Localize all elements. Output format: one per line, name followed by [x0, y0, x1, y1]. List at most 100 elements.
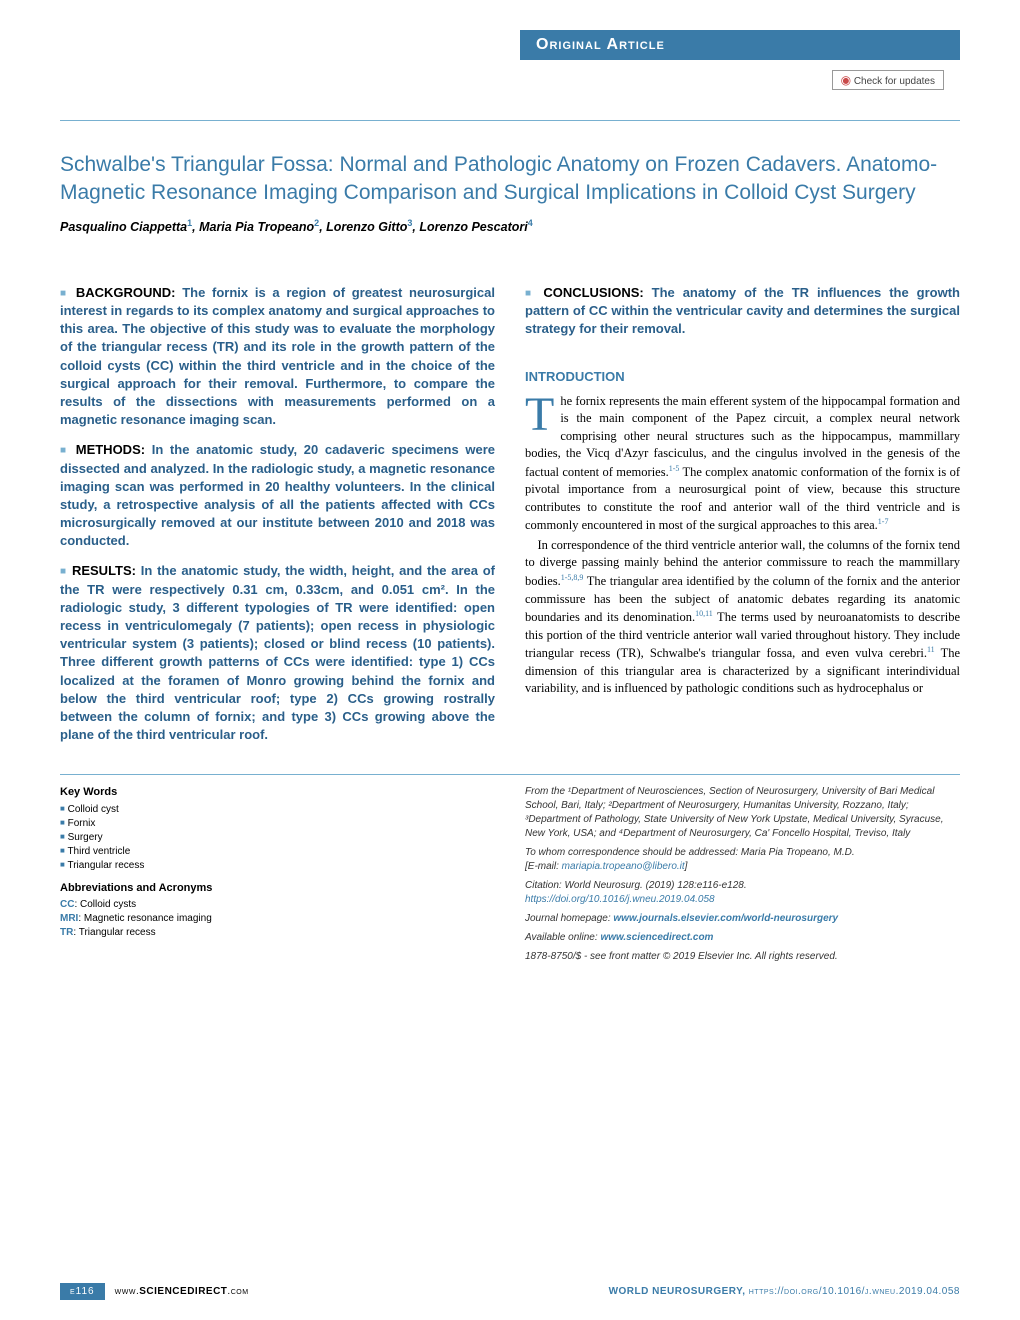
authors-line: Pasqualino Ciappetta1, Maria Pia Tropean… — [60, 218, 960, 234]
conclusions-head: CONCLUSIONS: — [543, 285, 643, 300]
article-title: Schwalbe's Triangular Fossa: Normal and … — [60, 151, 960, 208]
corr-text: To whom correspondence should be address… — [525, 847, 855, 858]
article-type-band: Original Article — [520, 30, 960, 60]
bullet-icon: ■ — [525, 288, 535, 299]
journal-footer: WORLD NEUROSURGERY, https://doi.org/10.1… — [609, 1286, 960, 1297]
keyword-item: ■ Third ventricle — [60, 845, 495, 859]
keywords-head: Key Words — [60, 785, 495, 800]
sd-prefix: www. — [115, 1286, 140, 1297]
abstract-left-col: ■ BACKGROUND: The fornix is a region of … — [60, 284, 495, 757]
abstract-right-col: ■ CONCLUSIONS: The anatomy of the TR inf… — [525, 284, 960, 757]
methods-text: In the anatomic study, 20 cadaveric spec… — [60, 442, 495, 548]
kw-1: Colloid cyst — [68, 804, 119, 815]
abbr-3: TR — [60, 927, 73, 938]
homepage-label: Journal homepage: — [525, 913, 613, 924]
abstract-conclusions: ■ CONCLUSIONS: The anatomy of the TR inf… — [525, 284, 960, 339]
affiliations: From the ¹Department of Neurosciences, S… — [525, 785, 960, 841]
results-text: In the anatomic study, the width, height… — [60, 563, 495, 742]
bullet-icon: ■ — [60, 846, 65, 855]
doi-link[interactable]: https://doi.org/10.1016/j.wneu.2019.04.0… — [525, 894, 715, 905]
author-2: Maria Pia Tropeano — [199, 220, 314, 234]
bullet-icon: ■ — [60, 832, 65, 841]
bullet-icon: ■ — [60, 566, 67, 577]
available-label: Available online: — [525, 932, 600, 943]
abbr-item: CC: Colloid cysts — [60, 898, 495, 912]
journal-name: WORLD NEUROSURGERY, — [609, 1286, 749, 1297]
methods-head: METHODS: — [76, 442, 145, 457]
bullet-icon: ■ — [60, 860, 65, 869]
abstract-methods: ■ METHODS: In the anatomic study, 20 cad… — [60, 441, 495, 550]
bullet-icon: ■ — [60, 804, 65, 813]
check-updates-label: Check for updates — [854, 76, 935, 87]
background-text: The fornix is a region of greatest neuro… — [60, 285, 495, 427]
email-link[interactable]: mariapia.tropeano@libero.it — [562, 861, 685, 872]
abstract-background: ■ BACKGROUND: The fornix is a region of … — [60, 284, 495, 430]
results-head: RESULTS: — [72, 563, 136, 578]
author-3-aff: 3 — [407, 218, 412, 228]
abbreviations-head: Abbreviations and Acronyms — [60, 881, 495, 896]
author-2-aff: 2 — [314, 218, 319, 228]
dropcap: T — [525, 393, 560, 436]
check-updates-button[interactable]: ◉ Check for updates — [832, 70, 944, 90]
ref-1[interactable]: 1-5 — [669, 464, 680, 473]
author-4-aff: 4 — [528, 218, 533, 228]
citation: Citation: World Neurosurg. (2019) 128:e1… — [525, 879, 960, 907]
abstract-row: ■ BACKGROUND: The fornix is a region of … — [60, 284, 960, 757]
abbr-item: MRI: Magnetic resonance imaging — [60, 912, 495, 926]
ref-2[interactable]: 1-7 — [878, 517, 889, 526]
ref-3[interactable]: 1-5,8,9 — [561, 573, 584, 582]
keyword-item: ■ Colloid cyst — [60, 803, 495, 817]
bottom-bar: e116 www.SCIENCEDIRECT.com WORLD NEUROSU… — [60, 1283, 960, 1300]
footer-row: Key Words ■ Colloid cyst ■ Fornix ■ Surg… — [60, 785, 960, 969]
bullet-icon: ■ — [60, 445, 69, 456]
abbr-3-def: Triangular recess — [79, 927, 156, 938]
abbr-1-def: Colloid cysts — [80, 899, 136, 910]
sd-suffix: .com — [227, 1286, 248, 1297]
abbr-1: CC — [60, 899, 74, 910]
footer-rule — [60, 774, 960, 775]
kw-4: Third ventricle — [67, 846, 130, 857]
intro-paragraph-2: In correspondence of the third ventricle… — [525, 537, 960, 698]
abbr-2: MRI — [60, 913, 78, 924]
available-link[interactable]: www.sciencedirect.com — [600, 932, 713, 943]
bullet-icon: ■ — [60, 288, 69, 299]
background-head: BACKGROUND: — [76, 285, 176, 300]
footer-left: Key Words ■ Colloid cyst ■ Fornix ■ Surg… — [60, 785, 495, 969]
header-band: Original Article ◉ Check for updates — [520, 30, 960, 90]
bullet-icon: ■ — [60, 818, 65, 827]
keyword-item: ■ Surgery — [60, 831, 495, 845]
abstract-results: ■ RESULTS: In the anatomic study, the wi… — [60, 562, 495, 744]
homepage-link[interactable]: www.journals.elsevier.com/world-neurosur… — [613, 913, 838, 924]
crossmark-icon: ◉ — [841, 73, 851, 87]
correspondence: To whom correspondence should be address… — [525, 846, 960, 874]
footer-right: From the ¹Department of Neurosciences, S… — [525, 785, 960, 969]
author-3: Lorenzo Gitto — [326, 220, 407, 234]
copyright: 1878-8750/$ - see front matter © 2019 El… — [525, 950, 960, 964]
title-block: Schwalbe's Triangular Fossa: Normal and … — [60, 151, 960, 234]
kw-3: Surgery — [68, 832, 103, 843]
sciencedirect-link[interactable]: www.SCIENCEDIRECT.com — [115, 1286, 249, 1297]
ref-5[interactable]: 11 — [927, 645, 935, 654]
abbr-2-def: Magnetic resonance imaging — [84, 913, 212, 924]
ref-4[interactable]: 10,11 — [695, 609, 713, 618]
kw-5: Triangular recess — [67, 860, 144, 871]
kw-2: Fornix — [68, 818, 96, 829]
available: Available online: www.sciencedirect.com — [525, 931, 960, 945]
keyword-item: ■ Fornix — [60, 817, 495, 831]
author-1-aff: 1 — [187, 218, 192, 228]
email-close: ] — [685, 861, 688, 872]
top-rule — [60, 120, 960, 121]
introduction-body: The fornix represents the main efferent … — [525, 393, 960, 698]
homepage: Journal homepage: www.journals.elsevier.… — [525, 912, 960, 926]
keyword-item: ■ Triangular recess — [60, 859, 495, 873]
email-label: [E-mail: — [525, 861, 562, 872]
citation-text: Citation: World Neurosurg. (2019) 128:e1… — [525, 880, 747, 891]
abbr-item: TR: Triangular recess — [60, 926, 495, 940]
author-4: Lorenzo Pescatori — [419, 220, 527, 234]
author-1: Pasqualino Ciappetta — [60, 220, 187, 234]
journal-doi: https://doi.org/10.1016/j.wneu.2019.04.0… — [749, 1286, 960, 1297]
sd-main: SCIENCEDIRECT — [139, 1286, 227, 1297]
intro-paragraph-1: The fornix represents the main efferent … — [525, 393, 960, 535]
check-updates-wrap: ◉ Check for updates — [520, 70, 960, 90]
introduction-head: INTRODUCTION — [525, 368, 960, 386]
